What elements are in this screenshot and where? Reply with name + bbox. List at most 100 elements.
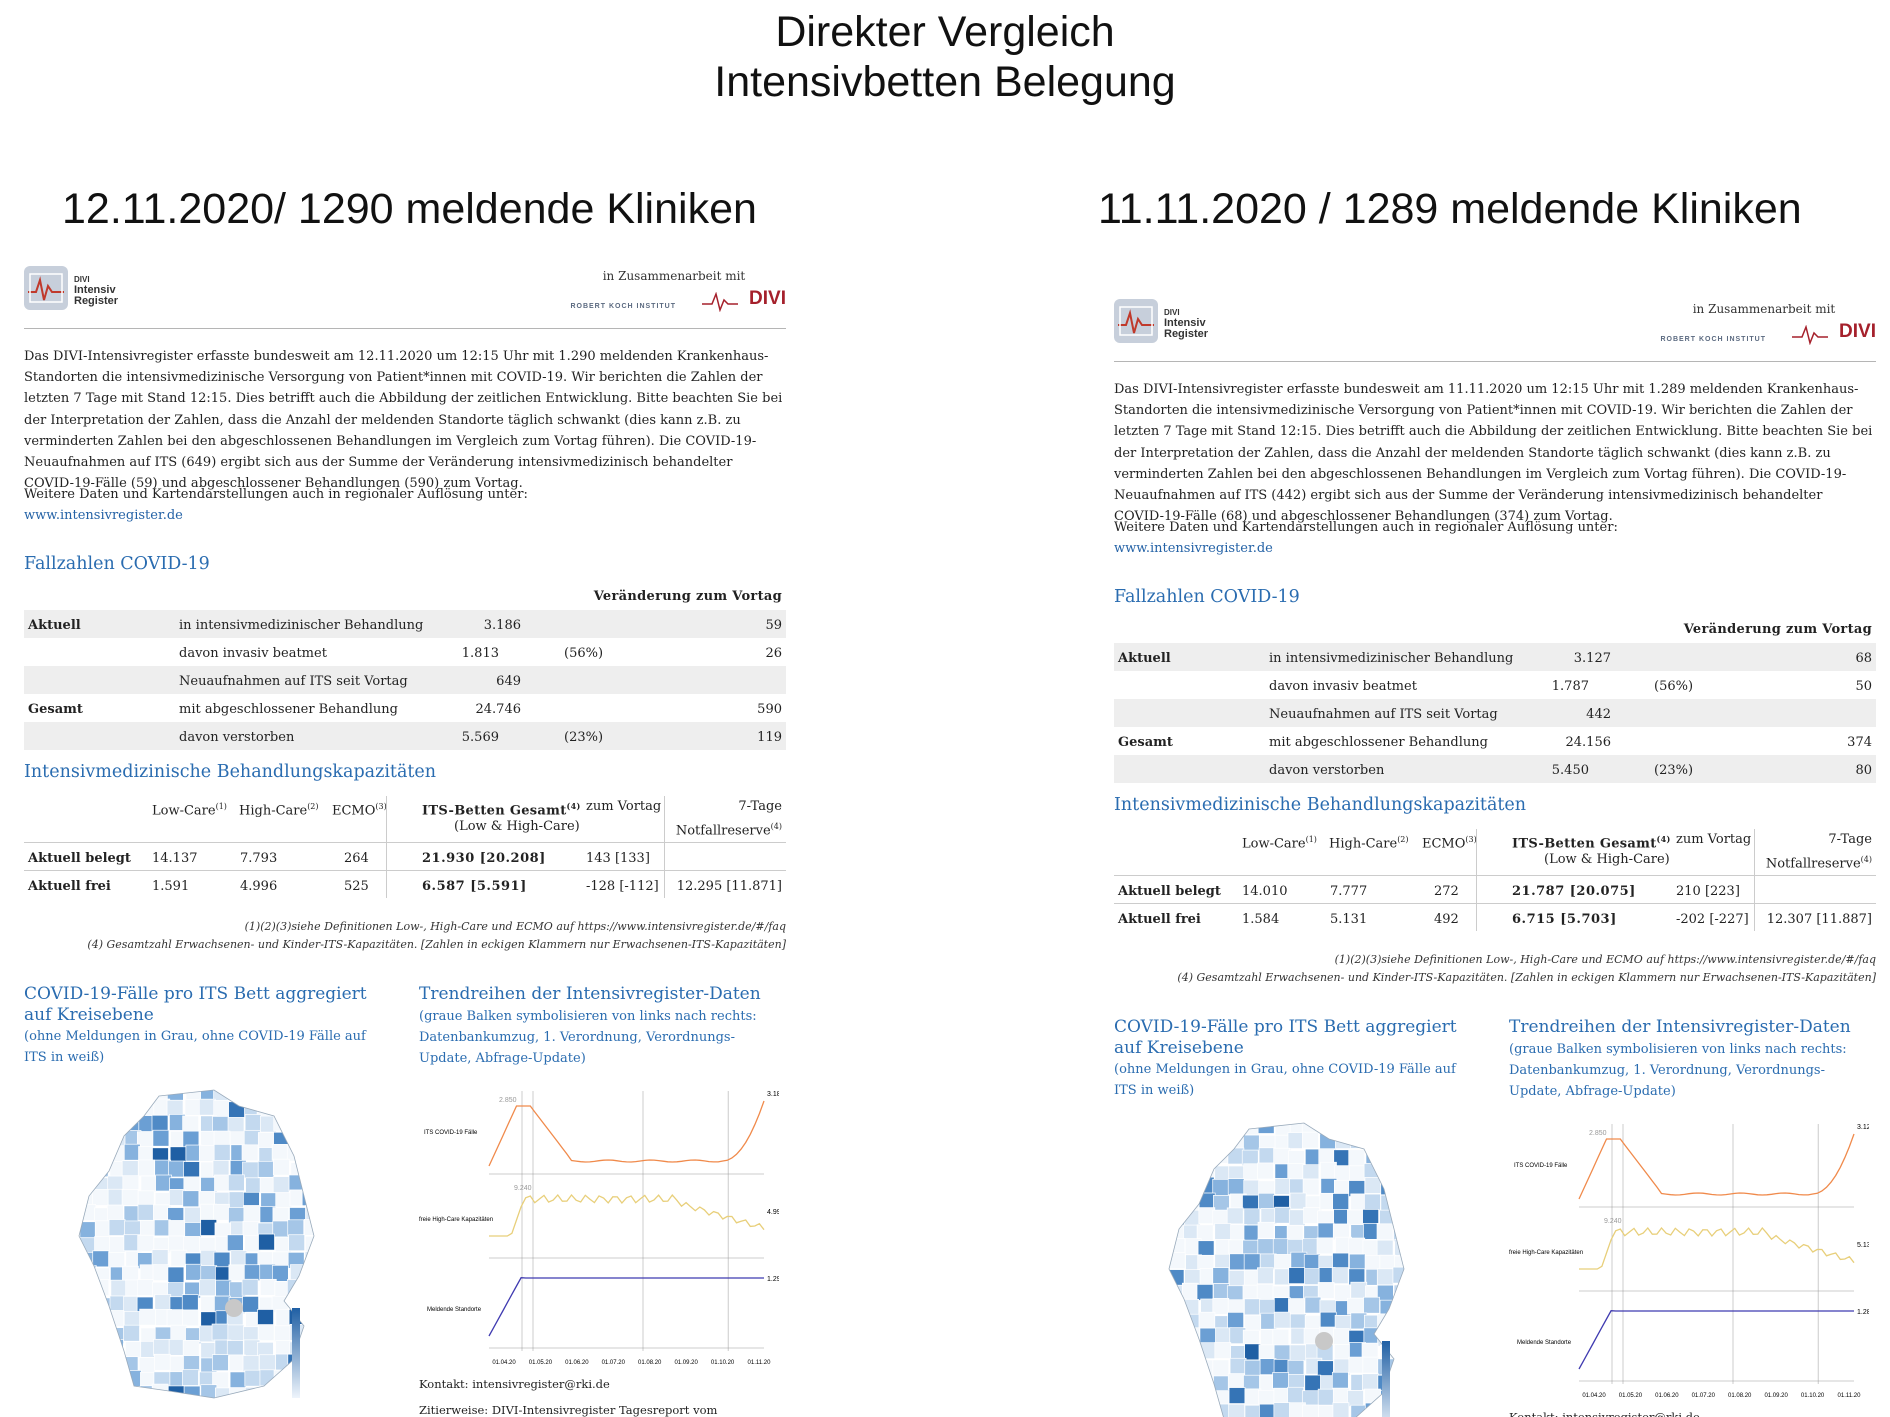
row-label: davon verstorben xyxy=(179,730,295,745)
date-tick: 01.08.20 xyxy=(638,1360,662,1366)
ecg-icon xyxy=(702,291,738,319)
germany-choropleth-map xyxy=(1154,1119,1414,1417)
ecmo-value: 492 xyxy=(1434,912,1459,927)
map-subtitle: (ohne Meldungen in Grau, ohne COVID-19 F… xyxy=(1114,1062,1456,1098)
register-link[interactable]: www.intensivregister.de xyxy=(1114,541,1273,556)
divider xyxy=(24,328,786,329)
change-header: Veränderung zum Vortag xyxy=(593,589,782,604)
change-header: Veränderung zum Vortag xyxy=(1683,622,1872,637)
citation-text: Zitierweise: DIVI-Intensivregister Tages… xyxy=(419,1403,718,1417)
map-title: COVID-19-Fälle pro ITS Bett aggregiert a… xyxy=(24,984,367,1025)
date-tick: 01.11.20 xyxy=(748,1360,772,1366)
row-label: mit abgeschlossener Behandlung xyxy=(1269,735,1488,750)
logo-label: DIVI Intensiv Register xyxy=(1164,308,1209,340)
fallzahlen-title: Fallzahlen COVID-19 xyxy=(1114,587,1300,607)
row-group: Aktuell xyxy=(28,618,81,633)
trend-charts: ITS COVID-19 Fälle freie High-Care Kapaz… xyxy=(1509,1119,1875,1411)
vortag-header: zum Vortag xyxy=(586,799,662,814)
its-value: 6.587 [5.591] xyxy=(422,879,527,894)
table-row: Neuaufnahmen auf ITS seit Vortag 442 xyxy=(1114,699,1876,727)
row-value: 649 xyxy=(496,674,521,689)
table-row: Gesamt mit abgeschlossener Behandlung 24… xyxy=(24,694,786,722)
date-tick: 01.05.20 xyxy=(1619,1393,1643,1399)
contact-text: Kontakt: intensivregister@rki.de xyxy=(419,1377,610,1391)
high-care-value: 7.777 xyxy=(1330,884,1368,899)
more-info-text: Weitere Daten und Kartendarstellungen au… xyxy=(24,487,528,502)
trend-label-its: ITS COVID-19 Fälle xyxy=(424,1130,478,1136)
row-change: 59 xyxy=(765,618,782,633)
date-tick: 01.07.20 xyxy=(602,1360,626,1366)
its-value: 21.787 [20.075] xyxy=(1512,884,1636,899)
rki-logo: ROBERT KOCH INSTITUT xyxy=(1660,336,1766,343)
rki-logo: ROBERT KOCH INSTITUT xyxy=(570,303,676,310)
trend-label-highcare: freie High-Care Kapazitäten xyxy=(419,1217,493,1223)
row-change: 26 xyxy=(765,646,782,661)
table-row: davon verstorben 5.450 (23%) 80 xyxy=(1114,755,1876,783)
trend-subtitle: (graue Balken symbolisieren von links na… xyxy=(1509,1042,1847,1099)
map-title: COVID-19-Fälle pro ITS Bett aggregiert a… xyxy=(1114,1017,1457,1058)
date-tick: 01.09.20 xyxy=(1764,1393,1788,1399)
date-tick: 01.10.20 xyxy=(711,1360,735,1366)
page-title-line1: Direkter Vergleich xyxy=(775,8,1115,56)
date-tick: 01.04.20 xyxy=(1582,1393,1606,1399)
date-tick: 01.05.20 xyxy=(529,1360,553,1366)
its-value: 21.930 [20.208] xyxy=(422,851,546,866)
vortag-value: 143 [133] xyxy=(586,851,650,866)
high-care-header: High-Care(2) xyxy=(1329,835,1409,852)
trend-value-standorte: 1.289 xyxy=(1857,1309,1869,1316)
collab-label: in Zusammenarbeit mit xyxy=(1692,302,1836,316)
trend-label-standorte: Meldende Standorte xyxy=(1517,1340,1572,1346)
date-tick: 01.06.20 xyxy=(1655,1393,1679,1399)
date-tick: 01.04.20 xyxy=(492,1360,516,1366)
reserve-header-2: Notfallreserve(4) xyxy=(1765,855,1872,872)
date-tick: 01.09.20 xyxy=(674,1360,698,1366)
low-care-value: 1.591 xyxy=(152,879,190,894)
divi-report: DIVI Intensiv Register in Zusammenarbeit mi… xyxy=(24,266,786,1417)
table-row: davon invasiv beatmet 1.787 (56%) 50 xyxy=(1114,671,1876,699)
row-label: Aktuell belegt xyxy=(28,851,131,866)
reserve-header-1: 7-Tage xyxy=(738,799,782,814)
low-care-value: 1.584 xyxy=(1242,912,1280,927)
table-row: Neuaufnahmen auf ITS seit Vortag 649 xyxy=(24,666,786,694)
register-link[interactable]: www.intensivregister.de xyxy=(24,508,183,523)
trend-charts: ITS COVID-19 Fälle freie High-Care Kapaz… xyxy=(419,1086,785,1378)
row-value: 5.450 xyxy=(1551,763,1589,778)
row-change: 119 xyxy=(757,730,782,745)
table-row: davon verstorben 5.569 (23%) 119 xyxy=(24,722,786,750)
date-tick: 01.11.20 xyxy=(1838,1393,1862,1399)
row-label: Aktuell frei xyxy=(1118,912,1201,927)
kapazitaeten-title: Intensivmedizinische Behandlungskapazitä… xyxy=(1114,795,1527,815)
footnote-2: (4) Gesamtzahl Erwachsenen- und Kinder-I… xyxy=(87,938,786,951)
reserve-header-1: 7-Tage xyxy=(1828,832,1872,847)
high-care-header: High-Care(2) xyxy=(239,802,319,819)
row-value: 5.569 xyxy=(461,730,499,745)
row-label: mit abgeschlossener Behandlung xyxy=(179,702,398,717)
column-heading: 11.11.2020 / 1289 meldende Kliniken xyxy=(1098,185,1802,233)
reserve-value: 12.307 [11.887] xyxy=(1766,912,1872,927)
reserve-header-2: Notfallreserve(4) xyxy=(675,822,782,839)
high-care-value: 5.131 xyxy=(1330,912,1368,927)
intro-paragraph: Das DIVI-Intensivregister erfasste bunde… xyxy=(1114,382,1873,525)
table-row: Gesamt mit abgeschlossener Behandlung 24… xyxy=(1114,727,1876,755)
trend-title: Trendreihen der Intensivregister-Daten xyxy=(1509,1017,1851,1037)
intro-paragraph: Das DIVI-Intensivregister erfasste bunde… xyxy=(24,349,783,492)
trend-value-standorte: 1.290 xyxy=(767,1276,779,1283)
row-value: 3.186 xyxy=(483,618,521,633)
trend-label-highcare: freie High-Care Kapazitäten xyxy=(1509,1250,1583,1256)
footnote-1: (1)(2)(3)siehe Definitionen Low-, High-C… xyxy=(1334,953,1876,966)
vortag-value: -128 [-112] xyxy=(586,879,659,894)
trend-value-its: 3.127 xyxy=(1857,1124,1869,1131)
kapazitaeten-title: Intensivmedizinische Behandlungskapazitä… xyxy=(24,762,437,782)
trend-value-highcare: 5.131 xyxy=(1857,1242,1869,1249)
divider xyxy=(664,796,665,898)
row-label: davon verstorben xyxy=(1269,763,1385,778)
divider xyxy=(1754,829,1755,931)
vortag-value: 210 [223] xyxy=(1676,884,1740,899)
high-care-value: 4.996 xyxy=(240,879,278,894)
date-tick: 01.06.20 xyxy=(565,1360,589,1366)
reserve-value: 12.295 [11.871] xyxy=(676,879,782,894)
vortag-value: -202 [-227] xyxy=(1676,912,1749,927)
its-header: ITS-Betten Gesamt(4) xyxy=(422,801,581,819)
divi-logo: DIVI xyxy=(1839,321,1876,342)
date-tick: 01.08.20 xyxy=(1728,1393,1752,1399)
